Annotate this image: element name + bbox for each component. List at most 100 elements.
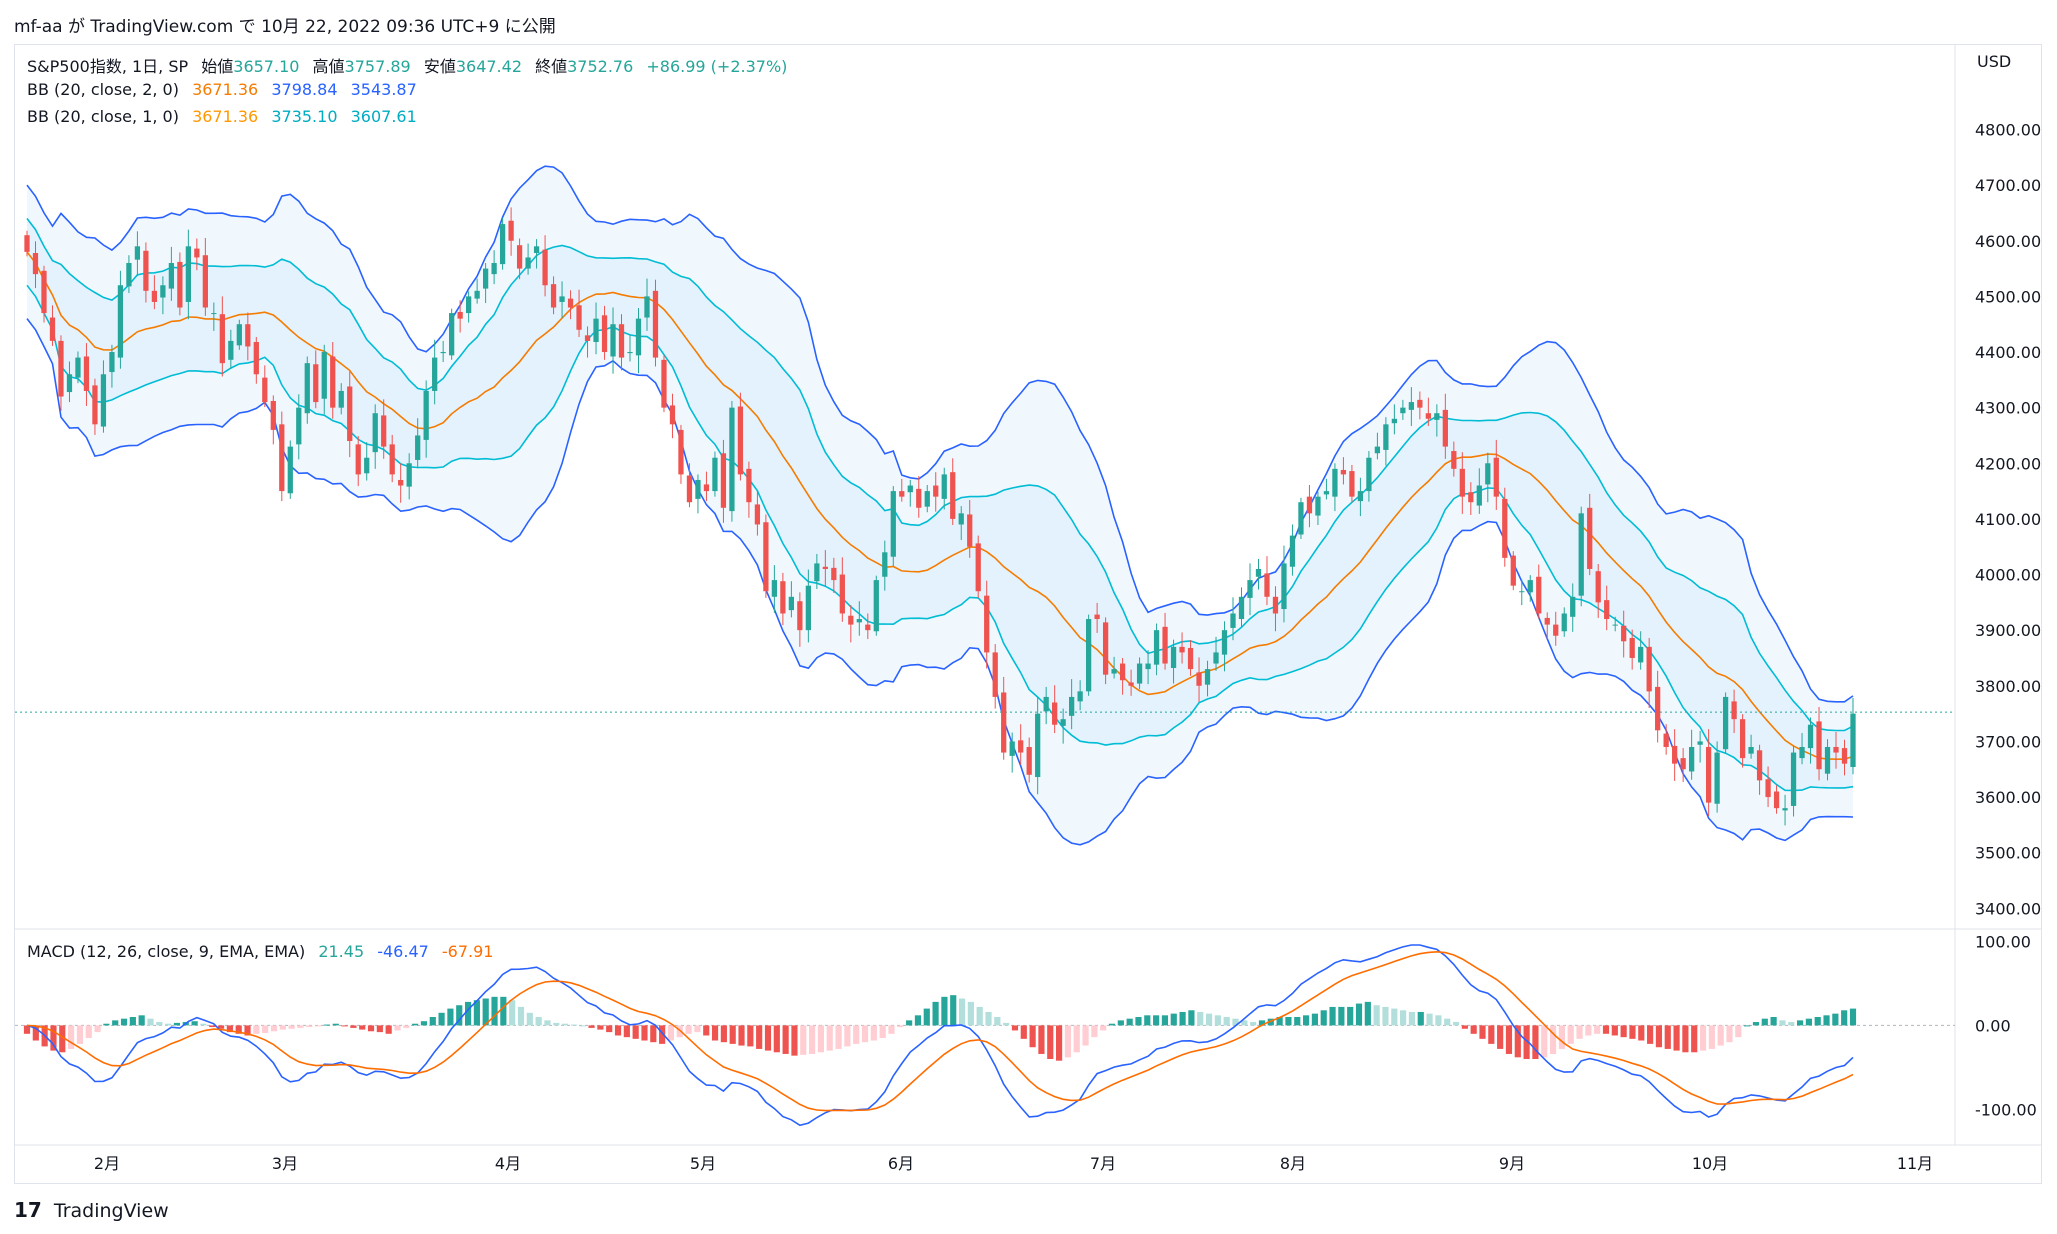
macd-name: MACD (12, 26, close, 9, EMA, EMA) — [27, 942, 306, 961]
macd-hist-bar — [967, 1001, 974, 1026]
macd-hist-bar — [835, 1025, 842, 1049]
candle-body — [729, 407, 735, 512]
macd-hist-bar — [1832, 1013, 1839, 1026]
macd-hist-bar — [1091, 1025, 1098, 1038]
macd-hist-bar — [359, 1025, 366, 1030]
macd-hist-bar — [1011, 1025, 1019, 1031]
macd-hist-bar — [376, 1025, 383, 1033]
candle-body — [1570, 596, 1576, 617]
bb2-name: BB (20, close, 2, 0) — [27, 80, 179, 99]
macd-hist-bar — [1567, 1025, 1574, 1044]
candle-body — [1799, 746, 1805, 759]
macd-hist-bar — [1055, 1025, 1063, 1061]
candle-body — [457, 311, 463, 319]
time-tick-label: 5月 — [690, 1154, 716, 1173]
candle-body — [584, 335, 591, 341]
macd-signal-value: -67.91 — [441, 942, 494, 961]
macd-hist-bar — [614, 1025, 622, 1036]
macd-hist-bar — [1400, 1010, 1407, 1026]
candle-body — [1646, 646, 1652, 692]
candle-body — [975, 543, 981, 592]
macd-hist-bar — [1532, 1025, 1539, 1059]
macd-hist-bar — [773, 1025, 780, 1053]
candle-body — [313, 364, 319, 403]
candle-body — [262, 377, 268, 403]
macd-hist-bar — [1752, 1022, 1760, 1026]
candle-body — [1612, 624, 1618, 626]
macd-hist-bar — [235, 1025, 242, 1034]
macd-hist-bar — [429, 1017, 436, 1026]
macd-hist-bar — [685, 1025, 692, 1034]
candle-body — [398, 479, 404, 486]
candle-body — [1085, 619, 1092, 692]
macd-signal-line — [26, 950, 1854, 1112]
candle-body — [330, 356, 336, 408]
macd-hist-bar — [120, 1018, 128, 1026]
chart-svg[interactable]: USD 4800.00 4700.00 4600.00 4500.00 4400.00 43… — [15, 45, 2041, 1183]
candle-body — [1790, 752, 1797, 806]
bb1-name: BB (20, close, 1, 0) — [27, 107, 179, 126]
macd-hist-bar — [23, 1025, 31, 1034]
candle-body — [1629, 637, 1635, 658]
macd-hist-bar — [1038, 1025, 1045, 1054]
bb2-legend: BB (20, close, 2, 0) 3671.36 3798.84 354… — [27, 80, 425, 99]
candle-body — [321, 352, 327, 399]
candle-body — [1102, 622, 1109, 675]
candle-body — [1739, 719, 1746, 759]
candle-body — [1196, 672, 1202, 686]
time-tick-label: 6月 — [888, 1154, 914, 1173]
candle-body — [1748, 746, 1754, 754]
macd-hist-bar — [906, 1020, 913, 1026]
macd-hist-bar — [279, 1025, 286, 1030]
macd-hist-bar — [711, 1025, 719, 1041]
macd-hist-bar — [641, 1025, 648, 1041]
candle-body — [1400, 407, 1406, 414]
macd-hist-bar — [456, 1005, 463, 1026]
macd-hist-bar — [1558, 1025, 1565, 1049]
macd-hist-bar — [1417, 1011, 1424, 1026]
candle-body — [805, 585, 811, 631]
candle-body — [117, 285, 124, 358]
macd-hist-bar — [1717, 1025, 1724, 1046]
macd-hist-bar — [588, 1025, 595, 1028]
price-tick-label: 3400.00 — [1975, 899, 2041, 918]
candle-body — [58, 340, 64, 397]
macd-hist-bar — [1682, 1025, 1689, 1053]
macd-tick-label: 100.00 — [1975, 932, 2031, 951]
macd-hist-bar — [262, 1025, 269, 1033]
price-tick-label: 4500.00 — [1975, 287, 2041, 306]
macd-hist-bar — [923, 1008, 930, 1026]
macd-hist-bar — [879, 1025, 886, 1038]
candle-body — [1179, 646, 1185, 653]
candle-body — [347, 386, 353, 442]
macd-hist-bar — [1470, 1025, 1477, 1034]
candle-body — [1553, 624, 1559, 636]
candle-body — [1714, 752, 1720, 804]
macd-hist-bar — [191, 1021, 198, 1026]
high-label: 高値 — [312, 57, 345, 76]
candle-body — [245, 324, 251, 347]
macd-hist-bar — [1726, 1025, 1733, 1043]
macd-hist-bar — [1779, 1020, 1786, 1026]
macd-hist-bar — [932, 1001, 939, 1026]
candle-body — [839, 574, 845, 614]
macd-hist-bar — [800, 1025, 807, 1055]
macd-hist-bar — [1355, 1003, 1363, 1026]
candle-body — [1119, 663, 1126, 681]
macd-hist-bar — [217, 1025, 225, 1029]
time-tick-label: 2月 — [94, 1154, 120, 1173]
candle-body — [1204, 669, 1211, 685]
macd-hist-bar — [1708, 1025, 1715, 1049]
macd-hist-bar — [200, 1023, 207, 1026]
price-tick-label: 3900.00 — [1975, 621, 2041, 640]
chart-frame[interactable]: USD 4800.00 4700.00 4600.00 4500.00 4400.00 43… — [14, 44, 2042, 1184]
macd-hist-bar — [1338, 1006, 1345, 1026]
macd-hist-bar — [1391, 1008, 1398, 1026]
candle-body — [92, 385, 98, 425]
candle-body — [771, 580, 778, 597]
candle-body — [1272, 596, 1279, 614]
macd-hist-bar — [1373, 1005, 1380, 1026]
candle-body — [1323, 491, 1330, 495]
macd-hist-bar — [1488, 1025, 1495, 1044]
bb-basis-line — [26, 251, 1854, 761]
